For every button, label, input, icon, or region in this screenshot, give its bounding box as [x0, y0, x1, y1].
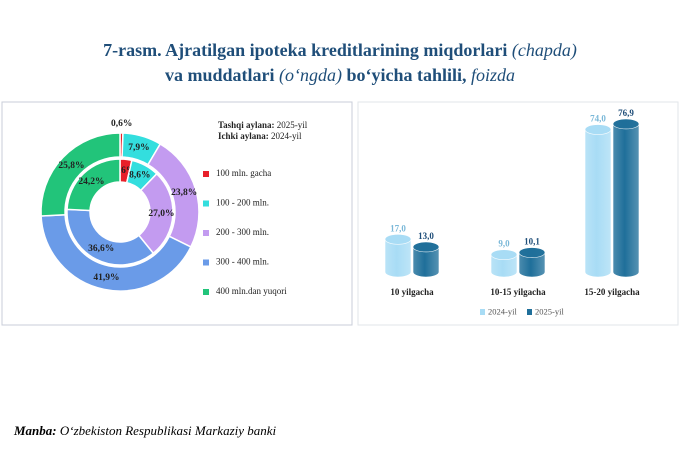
bar-cap [518, 247, 546, 258]
legend-label: 100 mln. gacha [216, 168, 271, 178]
legend-swatch [203, 230, 209, 236]
title-part: va muddatlari [164, 65, 275, 85]
title-part: bo‘yicha tahlili, [346, 65, 467, 85]
title-part: 7-rasm. Ajratilgan ipoteka kreditlarinin… [103, 40, 508, 60]
legend-swatch [203, 289, 209, 295]
ring-label: Tashqi aylana: 2025-yil [218, 120, 308, 130]
legend-label: 300 - 400 mln. [216, 257, 269, 267]
legend-swatch [203, 171, 209, 177]
bar-cap [490, 249, 518, 260]
bar [584, 124, 612, 278]
x-tick-label: 10 yilgacha [390, 287, 434, 297]
data-label: 13,0 [418, 231, 434, 241]
data-label: 74,0 [590, 114, 606, 124]
data-label: 10,1 [524, 237, 540, 247]
data-label: 76,9 [618, 108, 634, 118]
donut-slice [40, 213, 192, 292]
legend-swatch [203, 200, 209, 207]
ring-label-year: 2024-yil [271, 131, 302, 141]
bar-cap [384, 233, 412, 245]
data-label: 17,0 [390, 223, 406, 233]
legend-swatch [480, 309, 485, 315]
title-part: (chapda) [511, 40, 577, 60]
title-part: foizda [471, 65, 516, 85]
source-text: O‘zbekiston Respublikasi Markaziy banki [59, 423, 277, 438]
x-tick-label: 15-20 yilgacha [584, 287, 640, 297]
data-label: 23,8% [171, 188, 197, 198]
data-label: 9,0 [498, 239, 510, 249]
data-label: 27,0% [148, 209, 174, 219]
source-label: Manba: [14, 423, 57, 438]
data-label: 24,2% [78, 177, 104, 187]
data-label: 3,6% [114, 166, 135, 176]
bar-cap [584, 124, 612, 135]
source: Manba: O‘zbekiston Respublikasi Markaziy… [14, 423, 276, 439]
data-label: 41,9% [93, 273, 119, 283]
bar-cap [612, 118, 640, 130]
bar [612, 118, 640, 278]
legend-label: 200 - 300 mln. [216, 227, 269, 237]
x-tick-label: 10-15 yilgacha [490, 287, 546, 297]
data-label: 0,6% [111, 119, 132, 129]
data-label: 25,8% [58, 161, 84, 171]
legend-label: 100 - 200 mln. [216, 198, 269, 208]
ring-label: Ichki aylana: 2024-yil [218, 131, 302, 141]
legend-label: 2024-yil [488, 306, 517, 316]
data-label: 36,6% [88, 244, 114, 254]
donut-slice [40, 132, 121, 217]
ring-label-name: Ichki aylana: [218, 131, 269, 141]
legend-swatch [527, 309, 532, 315]
donut-slice [66, 208, 155, 266]
legend-label: 400 mln.dan yuqori [216, 286, 287, 296]
title: 7-rasm. Ajratilgan ipoteka kreditlarinin… [0, 38, 680, 88]
donut-slice [66, 158, 121, 212]
title-part: (o‘ngda) [279, 65, 342, 85]
ring-label-name: Tashqi aylana: [218, 120, 274, 130]
data-label: 8,6% [129, 171, 150, 181]
legend-swatch [203, 259, 209, 266]
ring-label-year: 2025-yil [277, 120, 308, 130]
bar-cap [412, 241, 440, 253]
legend-label: 2025-yil [535, 306, 564, 316]
data-label: 7,9% [128, 143, 149, 153]
